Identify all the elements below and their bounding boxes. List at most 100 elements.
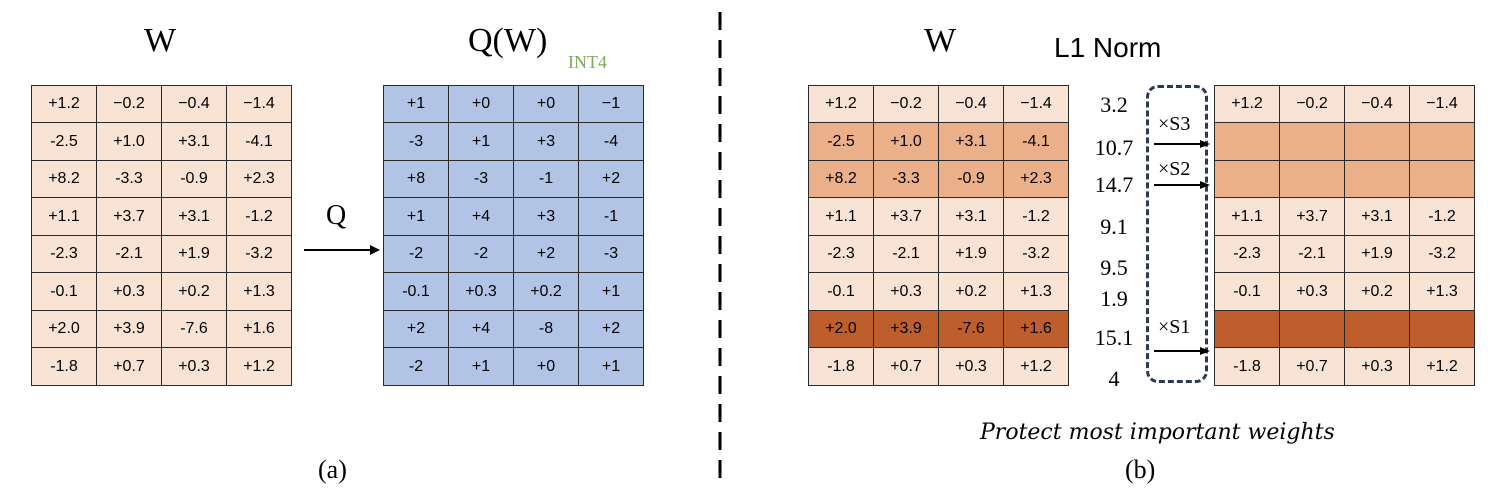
matrix-cell: +2 bbox=[578, 310, 644, 348]
matrix-cell: -2 bbox=[383, 347, 449, 386]
panel-a-w-title: W bbox=[143, 22, 177, 59]
matrix-cell: +2.0 bbox=[31, 310, 97, 348]
matrix-cell: +2.0 bbox=[808, 310, 874, 348]
matrix-cell: +3.1 bbox=[1344, 197, 1410, 236]
matrix-row: +1.1 +3.7 +3.1 -1.2 bbox=[1214, 197, 1475, 236]
matrix-row: -0.1 +0.3 +0.2 +1.3 bbox=[1214, 272, 1475, 311]
matrix-cell: -2.3 bbox=[808, 235, 874, 273]
matrix-cell: +0.2 bbox=[513, 272, 579, 311]
matrix-cell: +1.9 bbox=[938, 235, 1004, 273]
matrix-row: -2 -2 +2 -3 bbox=[383, 235, 644, 273]
panel-b-caption: (b) bbox=[1125, 455, 1156, 484]
matrix-cell: +0.3 bbox=[161, 347, 227, 386]
matrix-cell: +1.1 bbox=[808, 197, 874, 236]
panel-b-output-matrix: +1.2 −0.2 −0.4 −1.4 +1.1 +3.7 +3.1 -1.2 -2.3 -2.1… bbox=[1214, 85, 1475, 386]
matrix-cell bbox=[1344, 310, 1410, 348]
matrix-row: +1.2 −0.2 −0.4 −1.4 bbox=[808, 85, 1069, 123]
matrix-cell: -3.2 bbox=[1003, 235, 1069, 273]
matrix-cell: -2.5 bbox=[808, 122, 874, 161]
matrix-row: +8.2 -3.3 -0.9 +2.3 bbox=[31, 160, 292, 198]
matrix-row: +1 +4 +3 -1 bbox=[383, 197, 644, 236]
matrix-cell: +3.7 bbox=[873, 197, 939, 236]
l1-norm-value: 14.7 bbox=[1094, 172, 1134, 197]
matrix-cell: +0.7 bbox=[1279, 347, 1345, 386]
matrix-row: +1.2 −0.2 −0.4 −1.4 bbox=[31, 85, 292, 123]
matrix-cell: -2.3 bbox=[31, 235, 97, 273]
matrix-cell: −0.2 bbox=[1279, 85, 1345, 123]
panel-b-weight-matrix: +1.2 −0.2 −0.4 −1.4 -2.5 +1.0 +3.1 -4.1 +8.2 -3.3… bbox=[808, 85, 1069, 386]
matrix-cell: -2.1 bbox=[96, 235, 162, 273]
l1-norm-value: 10.7 bbox=[1094, 135, 1134, 160]
matrix-row bbox=[1214, 160, 1475, 198]
matrix-cell: +1.2 bbox=[31, 85, 97, 123]
matrix-row: +1.2 −0.2 −0.4 −1.4 bbox=[1214, 85, 1475, 123]
matrix-cell: +0.7 bbox=[873, 347, 939, 386]
l1-norm-value: 1.9 bbox=[1100, 286, 1128, 311]
scale-arrow-s2 bbox=[1154, 181, 1210, 189]
matrix-cell: +8 bbox=[383, 160, 449, 198]
matrix-cell: −0.2 bbox=[96, 85, 162, 123]
matrix-cell: +4 bbox=[448, 197, 514, 236]
scale-label-s3: ×S3 bbox=[1158, 113, 1191, 135]
l1-norm-value: 9.5 bbox=[1100, 255, 1128, 280]
matrix-cell: −0.2 bbox=[873, 85, 939, 123]
matrix-cell bbox=[1409, 310, 1475, 348]
matrix-cell: +8.2 bbox=[808, 160, 874, 198]
matrix-cell: +1.6 bbox=[226, 310, 292, 348]
panel-divider bbox=[718, 12, 722, 482]
matrix-cell: +0.3 bbox=[1344, 347, 1410, 386]
matrix-cell: +1.2 bbox=[1003, 347, 1069, 386]
matrix-cell: +3.1 bbox=[938, 197, 1004, 236]
matrix-cell: +1.2 bbox=[1409, 347, 1475, 386]
matrix-cell: −1.4 bbox=[1003, 85, 1069, 123]
matrix-row: +8.2 -3.3 -0.9 +2.3 bbox=[808, 160, 1069, 198]
matrix-cell: +1 bbox=[383, 85, 449, 123]
matrix-row: -2.3 -2.1 +1.9 -3.2 bbox=[808, 235, 1069, 273]
l1-norm-value: 3.2 bbox=[1100, 92, 1128, 117]
matrix-cell: -4.1 bbox=[1003, 122, 1069, 161]
matrix-cell bbox=[1409, 122, 1475, 161]
matrix-cell: +0 bbox=[513, 85, 579, 123]
l1-norm-title: L1 Norm bbox=[1054, 32, 1162, 63]
matrix-cell: -3.3 bbox=[873, 160, 939, 198]
matrix-cell: +1 bbox=[578, 272, 644, 311]
matrix-cell: +3.1 bbox=[938, 122, 1004, 161]
matrix-cell: +3 bbox=[513, 197, 579, 236]
matrix-row: -2.5 +1.0 +3.1 -4.1 bbox=[808, 122, 1069, 161]
l1-norm-value: 15.1 bbox=[1094, 325, 1134, 350]
matrix-cell bbox=[1409, 160, 1475, 198]
matrix-cell: −0.4 bbox=[161, 85, 227, 123]
panel-a-qw-title: Q(W) bbox=[468, 22, 548, 59]
matrix-cell: +2 bbox=[383, 310, 449, 348]
matrix-row: -0.1 +0.3 +0.2 +1 bbox=[383, 272, 644, 311]
matrix-cell bbox=[1214, 122, 1280, 161]
matrix-row: +8 -3 -1 +2 bbox=[383, 160, 644, 198]
matrix-row: +2 +4 -8 +2 bbox=[383, 310, 644, 348]
scale-arrow-s3 bbox=[1154, 140, 1210, 148]
matrix-cell: -2.1 bbox=[1279, 235, 1345, 273]
matrix-cell: -2 bbox=[383, 235, 449, 273]
matrix-row: +1.1 +3.7 +3.1 -1.2 bbox=[31, 197, 292, 236]
matrix-cell: +0.3 bbox=[938, 347, 1004, 386]
quantize-arrow bbox=[304, 245, 380, 255]
matrix-cell: -3.2 bbox=[226, 235, 292, 273]
matrix-cell: +1.1 bbox=[1214, 197, 1280, 236]
matrix-cell: +1.2 bbox=[226, 347, 292, 386]
matrix-row: +2.0 +3.9 -7.6 +1.6 bbox=[31, 310, 292, 348]
matrix-cell: +1 bbox=[578, 347, 644, 386]
l1-norm-value: 4 bbox=[1108, 366, 1120, 391]
matrix-cell: -0.9 bbox=[938, 160, 1004, 198]
matrix-cell: +0.7 bbox=[96, 347, 162, 386]
matrix-cell: +3.1 bbox=[161, 122, 227, 161]
matrix-cell: -2.5 bbox=[31, 122, 97, 161]
scale-label-s1: ×S1 bbox=[1158, 316, 1191, 338]
matrix-cell: -1 bbox=[513, 160, 579, 198]
matrix-cell: +1.9 bbox=[1344, 235, 1410, 273]
matrix-row: -0.1 +0.3 +0.2 +1.3 bbox=[31, 272, 292, 311]
matrix-cell: +1 bbox=[383, 197, 449, 236]
matrix-cell: −1.4 bbox=[1409, 85, 1475, 123]
matrix-cell: +0.3 bbox=[873, 272, 939, 311]
panel-b-w-title: W bbox=[923, 22, 957, 59]
matrix-cell: +1.1 bbox=[31, 197, 97, 236]
matrix-cell bbox=[1344, 160, 1410, 198]
